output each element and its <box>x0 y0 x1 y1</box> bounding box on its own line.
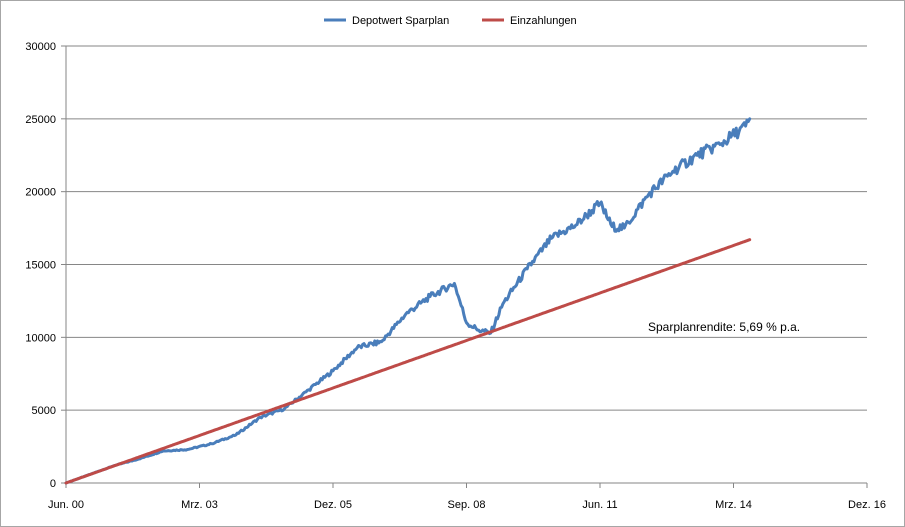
axes: 0 5000 10000 15000 20000 25000 30000 Jun. 00 Mrz… <box>25 41 886 511</box>
y-tick-label: 0 <box>50 478 56 490</box>
x-tick-label: Jun. 11 <box>582 499 617 511</box>
gridlines <box>66 45 867 411</box>
legend-label: Einzahlungen <box>510 15 577 27</box>
series-line-depotwert <box>64 117 752 485</box>
legend-label: Depotwert Sparplan <box>352 15 449 27</box>
x-tick-label: Mrz. 03 <box>181 499 218 511</box>
y-tick-label: 5000 <box>32 405 56 417</box>
y-tick-label: 25000 <box>25 114 56 126</box>
y-tick-label: 20000 <box>25 187 56 199</box>
series-line-einzahlungen <box>64 238 752 485</box>
y-tick-label: 15000 <box>25 260 56 272</box>
y-tick-label: 10000 <box>25 332 56 344</box>
x-tick-label: Jun. 00 <box>48 499 84 511</box>
series-lines <box>64 117 752 485</box>
x-tick-label: Dez. 05 <box>314 499 352 511</box>
x-tick-label: Sep. 08 <box>448 499 486 511</box>
x-tick-label: Mrz. 14 <box>715 499 752 511</box>
annotation-text: Sparplanrendite: 5,69 % p.a. <box>648 320 800 334</box>
legend: Depotwert Sparplan Einzahlungen <box>324 15 577 27</box>
y-tick-label: 30000 <box>25 41 56 53</box>
x-tick-label: Dez. 16 <box>848 499 886 511</box>
